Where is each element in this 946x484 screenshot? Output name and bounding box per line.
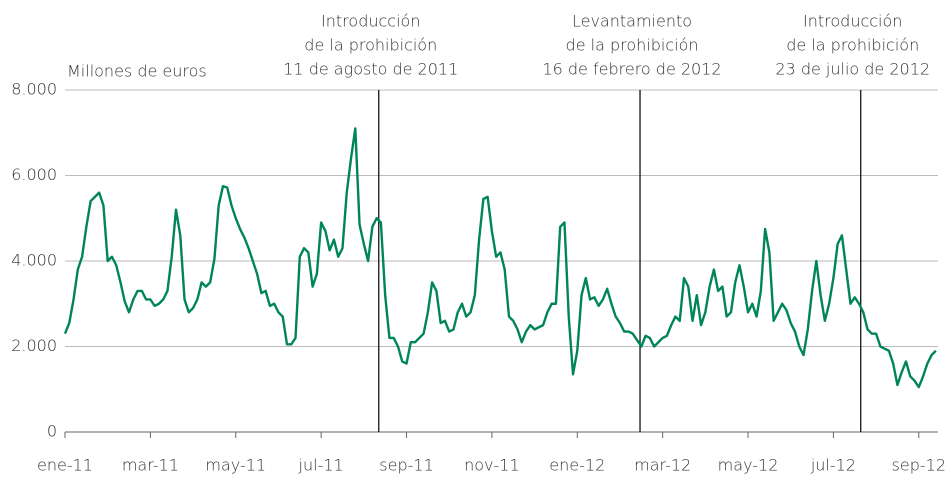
x-tick-label: mar-12 (634, 456, 691, 475)
annotation-text: Introducción (321, 12, 420, 31)
y-tick-label: 0 (47, 422, 57, 441)
x-tick-label: may-12 (718, 456, 779, 475)
x-tick-label: jul-12 (810, 456, 856, 475)
annotation-text: de la prohibición (566, 36, 699, 55)
x-tick-label: mar-11 (122, 456, 179, 475)
annotation-text: 16 de febrero de 2012 (542, 60, 721, 79)
x-tick-label: ene-12 (549, 456, 605, 475)
annotation-text: de la prohibición (786, 36, 919, 55)
y-tick-label: 2.000 (11, 336, 57, 355)
x-tick-label: nov-11 (464, 456, 520, 475)
x-tick-label: sep-11 (379, 456, 433, 475)
x-tick-label: ene-11 (37, 456, 93, 475)
y-axis-label: Millones de euros (67, 62, 207, 81)
annotation-text: 11 de agosto de 2011 (283, 60, 458, 79)
y-tick-label: 8.000 (11, 80, 57, 99)
annotation-text: 23 de julio de 2012 (775, 60, 930, 79)
annotation-text: Levantamiento (572, 12, 692, 31)
annotation-text: Introducción (803, 12, 902, 31)
x-tick-label: sep-12 (892, 456, 946, 475)
y-tick-label: 6.000 (11, 165, 57, 184)
data-line (63, 127, 937, 389)
y-tick-label: 4.000 (11, 251, 57, 270)
annotation-text: de la prohibición (304, 36, 437, 55)
x-tick-label: jul-11 (298, 456, 344, 475)
x-tick-label: may-11 (205, 456, 266, 475)
